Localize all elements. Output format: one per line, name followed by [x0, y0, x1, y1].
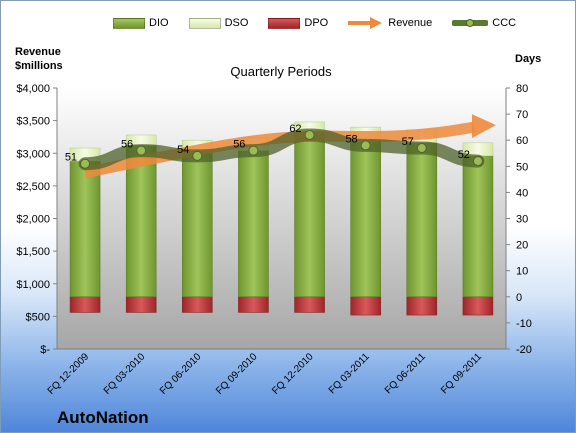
dpo-bar [406, 296, 438, 316]
x-axis: FQ 12-2009 FQ 03-2010 FQ 06-2010 FQ 09-2010… [46, 351, 485, 397]
legend: DIO DSO DPO Revenue CCC [113, 15, 536, 31]
x-tick-label: FQ 06-2011 [383, 351, 428, 396]
dio-bar [350, 139, 381, 298]
dio-bar [182, 153, 213, 298]
dio-bar [406, 142, 438, 298]
right-tick-label: 30 [516, 214, 528, 226]
ccc-marker [360, 140, 371, 151]
ccc-data-label: 58 [345, 133, 357, 145]
ccc-marker [248, 145, 259, 156]
dpo-bar [462, 296, 494, 316]
right-tick-label: 0 [516, 292, 522, 304]
right-tick-label: 60 [516, 135, 528, 147]
left-tick-label: $2,500 [16, 181, 50, 193]
legend-label-dpo: DPO [304, 17, 329, 29]
ccc-data-label: 57 [402, 136, 414, 148]
right-tick-label: -20 [516, 344, 532, 356]
legend-swatch-dpo [268, 17, 301, 29]
left-tick-label: $1,500 [16, 246, 50, 258]
ccc-data-label: 56 [233, 139, 245, 151]
dio-bar [294, 132, 325, 298]
left-axis-title: Revenue $millions [15, 45, 85, 73]
x-tick-label: FQ 03-2010 [102, 351, 148, 397]
ccc-marker [80, 158, 91, 169]
brand-label: AutoNation [57, 408, 149, 427]
dio-bar [238, 150, 269, 298]
ccc-marker [304, 129, 315, 140]
legend-item-revenue: Revenue [348, 16, 432, 30]
left-tick-label: $4,000 [16, 83, 50, 95]
right-tick-label: 50 [516, 161, 528, 173]
right-tick-label: 10 [516, 266, 528, 278]
right-tick-label: -10 [516, 318, 532, 330]
dio-bar [125, 145, 157, 298]
ccc-marker [192, 150, 203, 161]
ccc-data-label: 52 [458, 149, 470, 161]
legend-label-revenue: Revenue [388, 17, 433, 29]
right-axis-title: Days [515, 53, 542, 65]
legend-swatch-dio [113, 17, 145, 29]
ccc-marker [416, 143, 427, 154]
legend-arrow-icon [348, 17, 383, 29]
right-tick-label: 40 [516, 187, 528, 199]
x-tick-label: FQ 12-2009 [46, 351, 92, 397]
legend-line-marker-icon [452, 19, 489, 27]
ccc-data-label: 62 [289, 123, 301, 135]
x-tick-label: FQ 03-2011 [327, 351, 372, 396]
ccc-data-label: 56 [121, 139, 133, 151]
x-tick-label: FQ 12-2010 [270, 351, 316, 397]
left-tick-label: $- [40, 344, 50, 356]
legend-label-dso: DSO [224, 17, 249, 29]
legend-swatch-dso [188, 17, 221, 29]
ccc-series: 51 56 54 56 62 58 57 52 [65, 123, 485, 171]
left-tick-label: $500 [26, 311, 50, 323]
left-tick-label: $2,000 [16, 214, 50, 226]
right-tick-label: 70 [516, 109, 528, 121]
legend-label-ccc: CCC [492, 17, 517, 29]
left-axis-title-line-1: Revenue [15, 46, 61, 58]
dio-bar [462, 155, 494, 298]
right-tick-label: 20 [516, 240, 528, 252]
legend-item-dso: DSO [188, 17, 249, 29]
dpo-bar [294, 296, 325, 313]
dio-bar [69, 160, 101, 298]
right-axis: -20 -10 0 10 20 30 40 50 60 70 80 [505, 83, 532, 356]
plot-title: Quarterly Periods [230, 64, 332, 79]
dpo-bar [350, 296, 381, 316]
legend-item-ccc: CCC [452, 16, 516, 30]
legend-item-dio: DIO [113, 17, 169, 29]
dpo-bar [238, 296, 269, 313]
left-axis: $- $500 $1,000 $1,500 $2,000 $2,500 $3,000 $3,5… [16, 83, 506, 356]
ccc-marker [136, 145, 147, 156]
ccc-data-label: 54 [177, 144, 189, 156]
ccc-data-label: 51 [65, 152, 77, 164]
dpo-bar [182, 296, 213, 313]
x-tick-label: FQ 09-2010 [214, 351, 260, 397]
x-tick-label: FQ 06-2010 [158, 351, 204, 397]
dpo-bar [69, 296, 101, 313]
revenue-arrowhead [471, 114, 496, 139]
left-axis-title-line-2: $millions [15, 60, 63, 72]
left-tick-label: $3,000 [16, 148, 50, 160]
left-tick-label: $3,500 [16, 116, 50, 128]
x-tick-label: FQ 09-2011 [439, 351, 484, 396]
legend-item-dpo: DPO [268, 17, 328, 29]
dpo-bar [125, 296, 157, 313]
right-tick-label: 80 [516, 83, 528, 95]
ccc-marker [472, 156, 483, 167]
left-tick-label: $1,000 [16, 279, 50, 291]
legend-label-dio: DIO [149, 17, 169, 29]
